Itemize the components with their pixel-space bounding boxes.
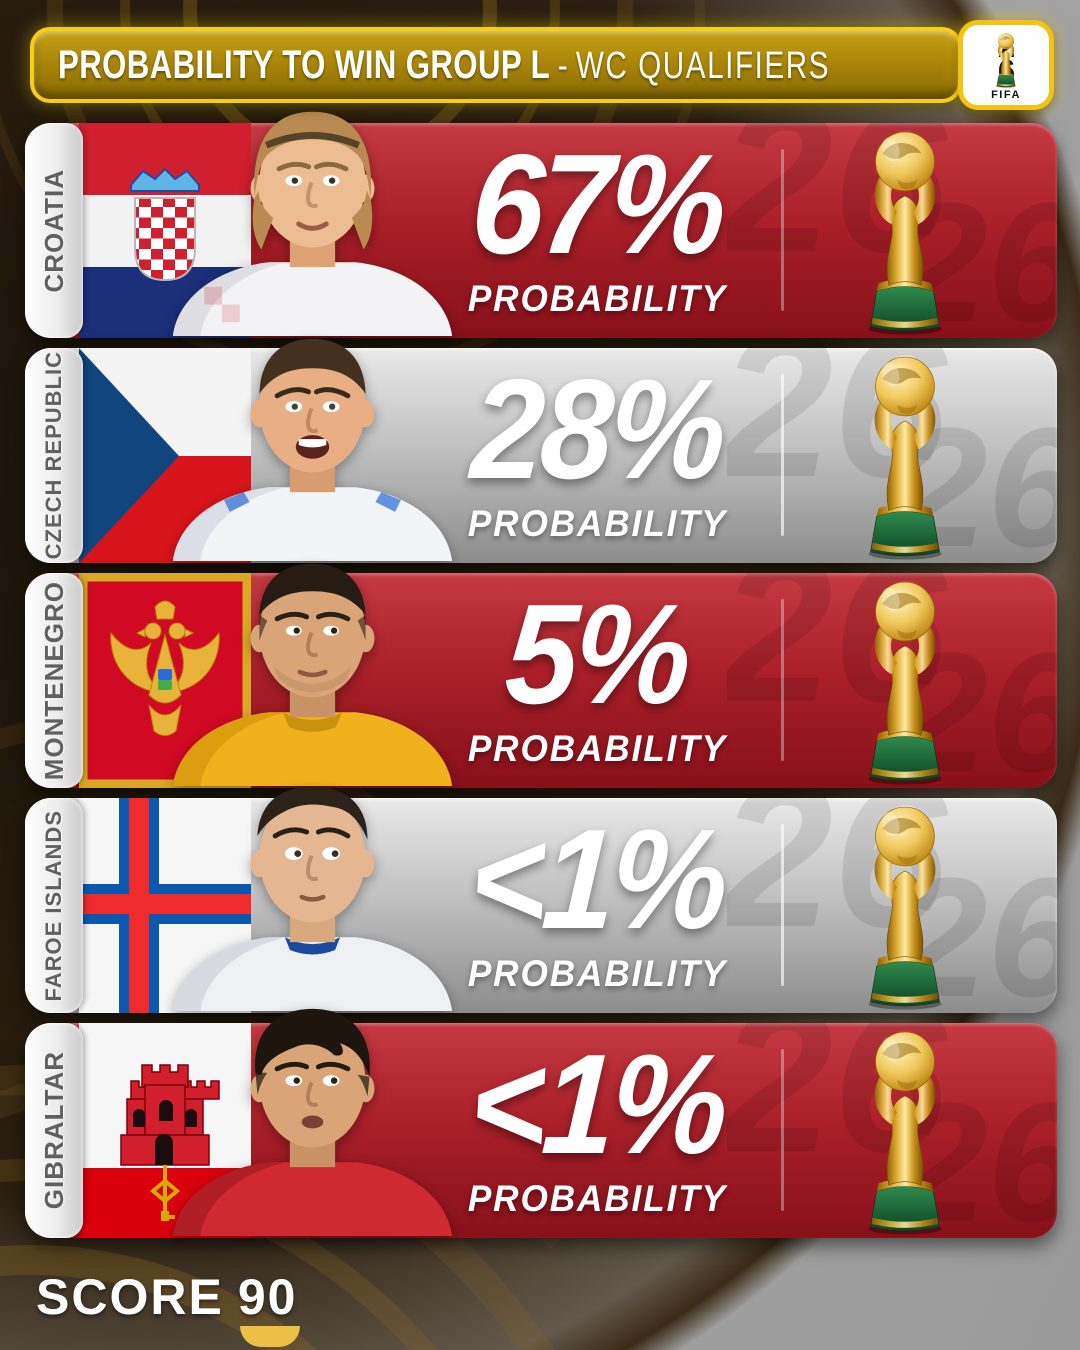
divider-line xyxy=(781,149,784,311)
probability-label: PROBABILITY xyxy=(467,1178,727,1220)
world-cup-trophy-icon xyxy=(843,802,967,1010)
world-cup-trophy-icon xyxy=(843,577,967,785)
probability-label: PROBABILITY xyxy=(467,728,727,770)
divider-line xyxy=(781,374,784,536)
probability-label: PROBABILITY xyxy=(467,953,727,995)
probability-label: PROBABILITY xyxy=(467,278,727,320)
score90-logo: SCORE 90 xyxy=(36,1268,300,1347)
page-title: PROBABILITY TO WIN GROUP L - WC QUALIFIERS xyxy=(58,43,830,88)
title-separator: - xyxy=(557,44,569,87)
probability-value: 5% xyxy=(502,574,692,734)
probability-value: 67% xyxy=(467,124,727,284)
probability-value: <1% xyxy=(465,799,729,959)
country-name: CZECH REPUBLIC xyxy=(41,351,66,560)
player-photo xyxy=(172,786,453,1011)
divider-line xyxy=(781,824,784,986)
brand-90: 90 xyxy=(238,1268,300,1347)
country-tab: FAROE ISLANDS xyxy=(25,798,83,1013)
fifa-label: FIFA xyxy=(991,89,1021,101)
brand-score: SCORE xyxy=(36,1269,224,1325)
country-tab: CZECH REPUBLIC xyxy=(25,348,83,563)
probability-block: <1% PROBABILITY xyxy=(417,1023,777,1238)
player-photo xyxy=(172,338,453,561)
header-bar: PROBABILITY TO WIN GROUP L - WC QUALIFIERS xyxy=(30,27,962,103)
player-photo xyxy=(172,111,453,336)
probability-value: 28% xyxy=(467,349,727,509)
probability-value: <1% xyxy=(465,1024,729,1184)
title-bold: PROBABILITY TO WIN GROUP L xyxy=(58,42,551,87)
country-name: GIBRALTAR xyxy=(38,1051,69,1210)
montenegro-flag-icon xyxy=(79,573,251,788)
country-tab: CROATIA xyxy=(25,123,83,338)
probability-label: PROBABILITY xyxy=(467,503,727,545)
title-light: WC QUALIFIERS xyxy=(575,44,831,87)
player-photo xyxy=(172,1008,453,1236)
world-cup-trophy-icon xyxy=(843,352,967,560)
divider-line xyxy=(781,1049,784,1211)
probability-block: 28% PROBABILITY xyxy=(417,348,777,563)
country-tab: MONTENEGRO xyxy=(25,573,83,788)
world-cup-trophy-icon xyxy=(989,32,1023,88)
country-tab: GIBRALTAR xyxy=(25,1023,83,1238)
probability-block: <1% PROBABILITY xyxy=(417,798,777,1013)
probability-block: 5% PROBABILITY xyxy=(417,573,777,788)
probability-block: 67% PROBABILITY xyxy=(417,123,777,338)
score90-smile-icon xyxy=(239,1326,300,1347)
country-name: CROATIA xyxy=(38,168,69,293)
country-name: MONTENEGRO xyxy=(38,580,69,781)
world-cup-trophy-icon xyxy=(843,127,967,335)
country-name: FAROE ISLANDS xyxy=(41,809,66,1002)
player-photo xyxy=(172,563,453,786)
world-cup-trophy-icon xyxy=(843,1027,967,1235)
fifa-wc26-logo: 2 6 FIFA xyxy=(958,20,1054,110)
divider-line xyxy=(781,599,784,761)
